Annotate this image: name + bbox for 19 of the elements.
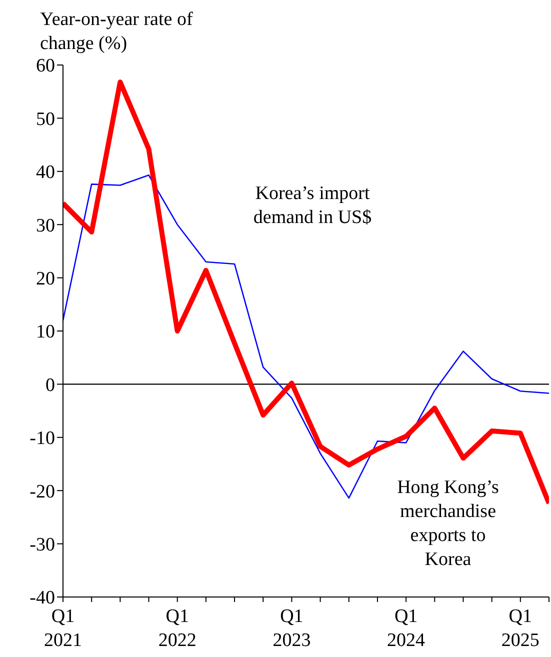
y-tick-label: 10 <box>36 322 55 343</box>
y-axis-title: Year-on-year rate of change (%) <box>40 8 194 56</box>
x-tick-label: Q1 2022 <box>158 606 196 651</box>
x-tick-label: Q1 2025 <box>501 606 540 651</box>
y-tick-label: -10 <box>30 428 55 450</box>
x-tick-label: Q1 2024 <box>387 606 426 651</box>
y-tick-label: 40 <box>36 162 55 184</box>
text: Korea’s import demand in US$ <box>252 182 373 230</box>
y-tick-label: 0 <box>46 374 55 396</box>
y-tick-label: 30 <box>36 215 55 236</box>
y-tick-label: 50 <box>36 108 55 130</box>
y-tick-label: 60 <box>36 56 55 77</box>
y-tick-label: 20 <box>36 268 55 290</box>
x-tick-label: Q1 2023 <box>272 606 311 651</box>
series-label: Hong Kong’s merchandise exports to Korea <box>396 476 500 572</box>
y-tick-label: -30 <box>30 534 55 556</box>
y-tick-label: -40 <box>30 588 55 609</box>
x-tick-label: Q1 2021 <box>44 606 82 651</box>
y-tick-label: -20 <box>30 481 55 502</box>
